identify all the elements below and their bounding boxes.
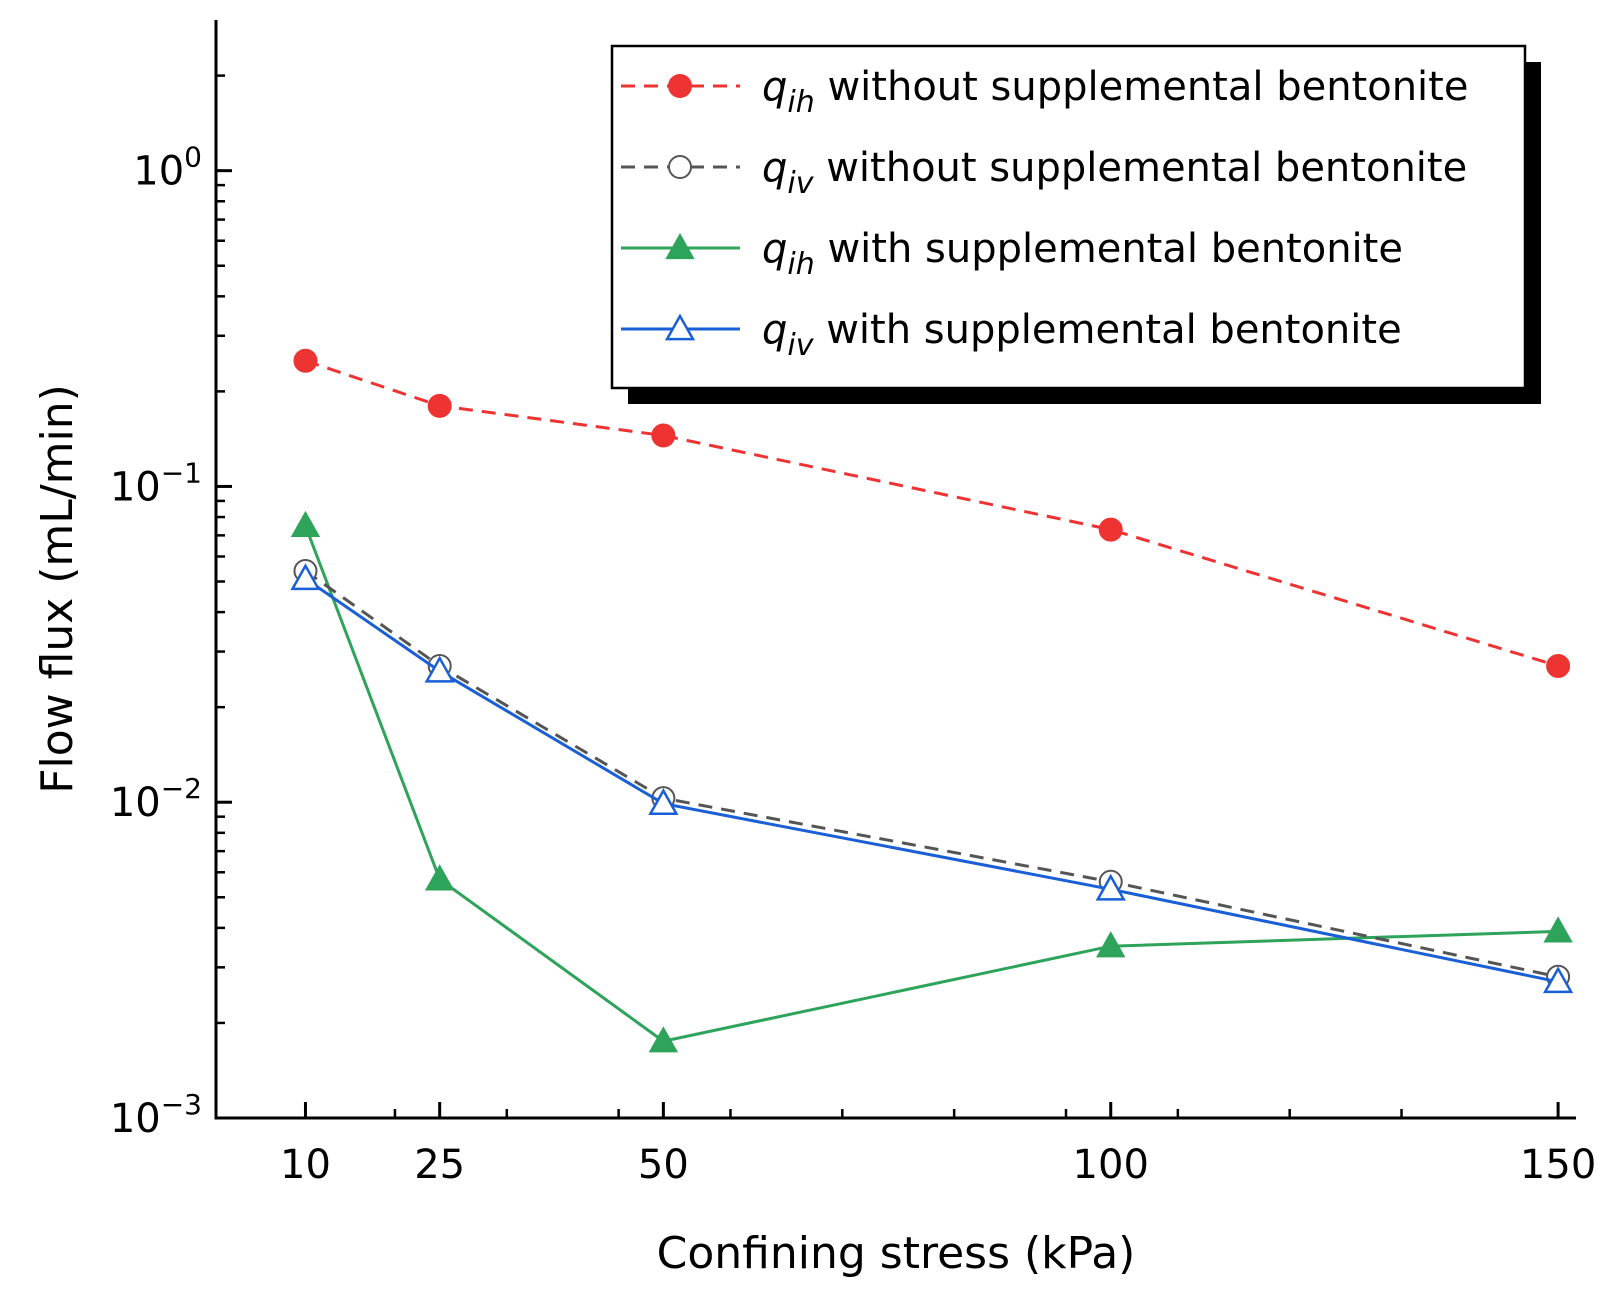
series-3-point: [1096, 931, 1126, 958]
series-3-line: [304, 525, 1559, 1043]
series-1: [293, 348, 1571, 679]
series-1-point: [1546, 654, 1571, 679]
y-axis-title: Flow flux (mL/min): [32, 384, 83, 794]
x-axis-title: Confining stress (kPa): [657, 1228, 1136, 1279]
x-tick-label: 100: [1073, 1142, 1149, 1188]
y-tick-label: 10−2: [110, 772, 202, 826]
series-2: [293, 558, 1571, 989]
legend-label-4: qiv with supplemental bentonite: [762, 307, 1402, 363]
series-1-line: [304, 359, 1559, 668]
legend-marker-2: [668, 155, 692, 179]
series-1-point: [1098, 517, 1123, 542]
series-3-point: [424, 864, 455, 891]
y-tick-label: 10−3: [110, 1088, 202, 1142]
legend-box: [610, 44, 1527, 390]
series-3-point: [648, 1026, 679, 1053]
series-4-point: [1095, 873, 1126, 901]
series-4-point: [424, 655, 455, 683]
legend-label-3: qih with supplemental bentonite: [762, 226, 1403, 282]
y-tick-label: 10−1: [110, 456, 202, 510]
series-2-line: [304, 569, 1559, 979]
x-tick-label: 50: [638, 1142, 689, 1188]
series-3: [290, 510, 1573, 1053]
legend-marker-4: [664, 313, 696, 341]
x-tick-label: 150: [1520, 1142, 1596, 1188]
series-3-point: [1543, 916, 1573, 943]
series-4-point: [1542, 966, 1574, 994]
legend-label-1: qih without supplemental bentonite: [762, 64, 1468, 120]
series-1-point: [427, 393, 452, 418]
series-4-point: [648, 788, 679, 815]
series-1-point: [651, 423, 676, 448]
legend-label-2: qiv without supplemental bentonite: [762, 145, 1467, 201]
y-tick-label: 100: [133, 141, 202, 195]
series-4: [290, 563, 1574, 994]
series-3-point: [290, 510, 321, 538]
legend-marker-3: [665, 232, 695, 260]
series-4-line: [304, 577, 1559, 984]
x-tick-label: 25: [414, 1142, 465, 1188]
legend-marker-1: [668, 74, 692, 98]
series-4-point: [290, 563, 321, 591]
x-tick-label: 10: [280, 1142, 331, 1188]
series-1-point: [293, 348, 318, 373]
